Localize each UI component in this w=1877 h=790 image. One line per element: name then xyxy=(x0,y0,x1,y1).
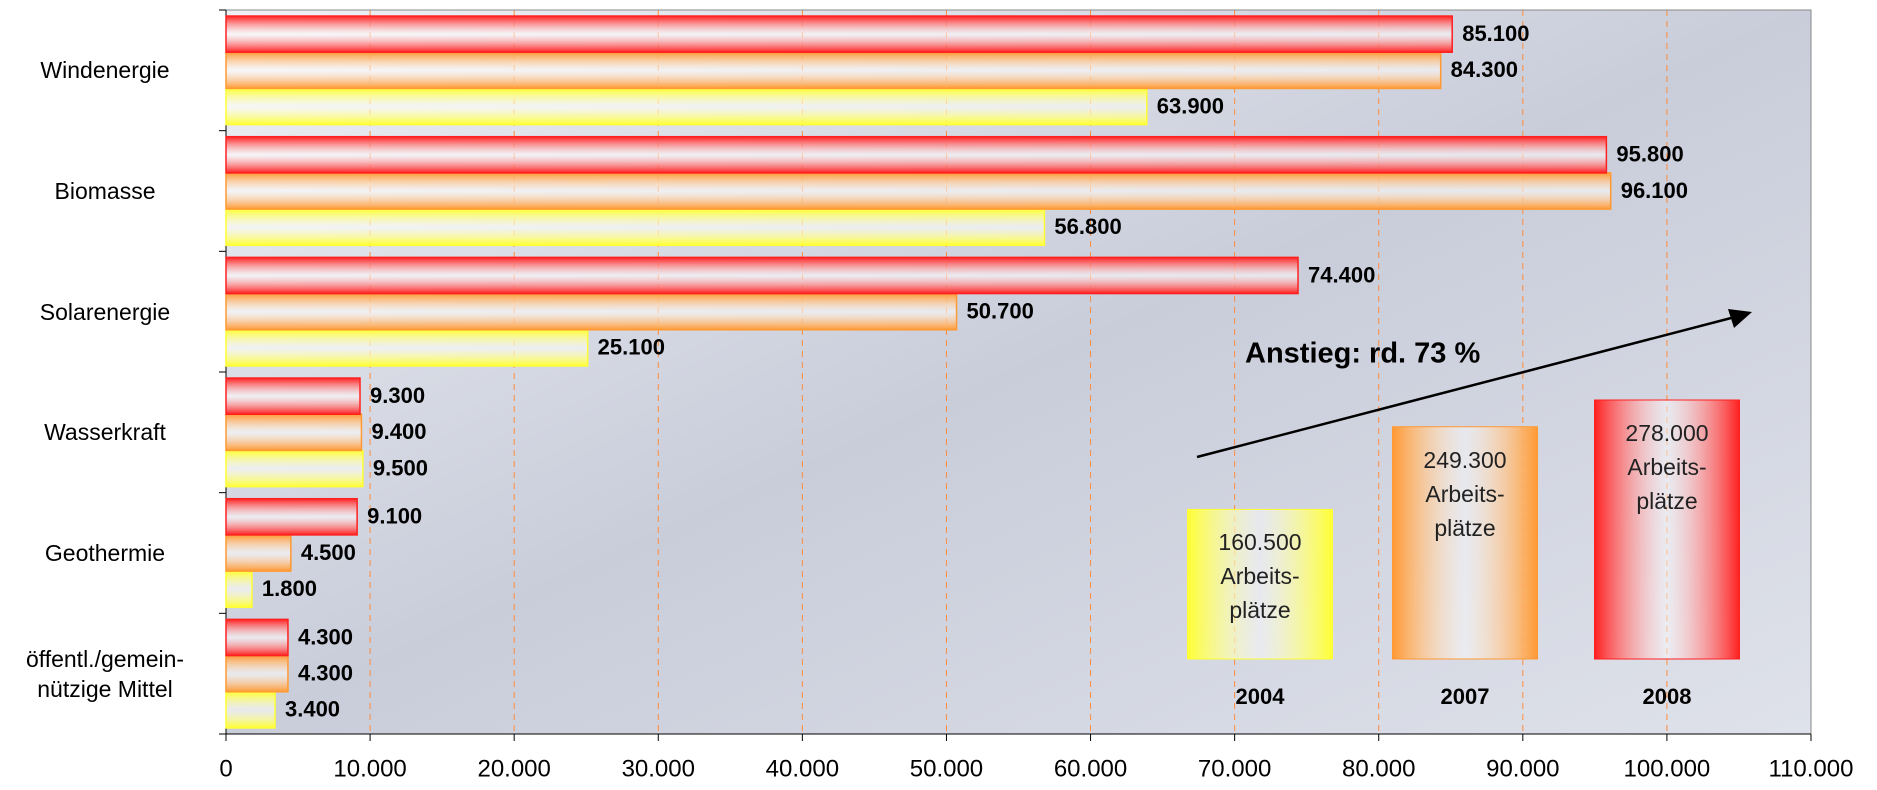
y-tick-label: Windenergie xyxy=(0,55,210,85)
bar xyxy=(226,257,1298,293)
unit-label: Arbeits- plätze xyxy=(1188,559,1333,627)
x-tick-label: 40.000 xyxy=(766,755,839,782)
bar xyxy=(226,173,1611,209)
bar xyxy=(226,692,275,728)
x-tick-label: 60.000 xyxy=(1054,755,1127,782)
bar xyxy=(226,88,1147,124)
value-label: 9.100 xyxy=(367,504,422,529)
value-label: 95.800 xyxy=(1616,142,1683,167)
y-tick-label: Biomasse xyxy=(0,176,210,206)
bar xyxy=(226,571,252,607)
bar xyxy=(226,450,363,486)
value-label: 1.800 xyxy=(262,576,317,601)
value-label: 4.300 xyxy=(298,660,353,685)
annotation: Anstieg: rd. 73 % xyxy=(1245,338,1480,370)
bar xyxy=(226,16,1452,52)
bar xyxy=(226,499,357,535)
value-label: 9.300 xyxy=(370,383,425,408)
bar xyxy=(226,656,288,692)
bar xyxy=(226,378,360,414)
value-label: 63.900 xyxy=(1157,93,1224,118)
x-tick-label: 110.000 xyxy=(1769,755,1854,782)
unit-label: Arbeits- plätze xyxy=(1595,450,1740,518)
y-tick-label: Wasserkraft xyxy=(0,417,210,447)
legend-label: 2007 xyxy=(1441,684,1490,709)
x-tick-label: 20.000 xyxy=(477,755,550,782)
y-tick-label: Geothermie xyxy=(0,538,210,568)
value-label: 84.300 xyxy=(1451,57,1518,82)
y-tick-label: Solarenergie xyxy=(0,297,210,327)
value-label: 4.500 xyxy=(301,540,356,565)
value-label: 96.100 xyxy=(1621,178,1688,203)
value-label: 4.300 xyxy=(298,624,353,649)
value-label: 25.100 xyxy=(598,335,665,360)
bar xyxy=(226,619,288,655)
chart: 0 10.000 20.000 30.000 40.000 50.000 60.000 70.… xyxy=(0,0,1877,790)
x-tick-label: 100.000 xyxy=(1624,755,1711,782)
legend-label: 2004 xyxy=(1236,684,1286,709)
value-label: 9.400 xyxy=(371,419,426,444)
total-label: 278.000 xyxy=(1595,416,1740,450)
legend-label: 2008 xyxy=(1643,684,1692,709)
value-label: 56.800 xyxy=(1054,214,1121,239)
unit-label: Arbeits- plätze xyxy=(1393,477,1538,545)
x-tick-label: 30.000 xyxy=(622,755,695,782)
bar xyxy=(226,330,588,366)
bar xyxy=(226,535,291,571)
value-label: 50.700 xyxy=(967,298,1034,323)
value-label: 3.400 xyxy=(285,697,340,722)
value-label: 9.500 xyxy=(373,455,428,480)
bar xyxy=(226,137,1606,173)
x-tick-label: 0 xyxy=(219,755,232,782)
value-label: 74.400 xyxy=(1308,262,1375,287)
x-tick-label: 10.000 xyxy=(333,755,406,782)
bar xyxy=(226,52,1441,88)
page: 0 10.000 20.000 30.000 40.000 50.000 60.000 70.… xyxy=(0,0,1877,790)
total-label: 160.500 xyxy=(1188,525,1333,559)
bar xyxy=(226,414,361,450)
x-tick-label: 90.000 xyxy=(1486,755,1559,782)
value-label: 85.100 xyxy=(1462,21,1529,46)
total-label: 249.300 xyxy=(1393,443,1538,477)
x-tick-label: 70.000 xyxy=(1198,755,1271,782)
x-tick-label: 50.000 xyxy=(910,755,983,782)
bar xyxy=(226,209,1044,245)
bar xyxy=(226,294,957,330)
y-tick-label: öffentl./gemein- nützige Mittel xyxy=(0,644,210,704)
x-tick-label: 80.000 xyxy=(1342,755,1415,782)
